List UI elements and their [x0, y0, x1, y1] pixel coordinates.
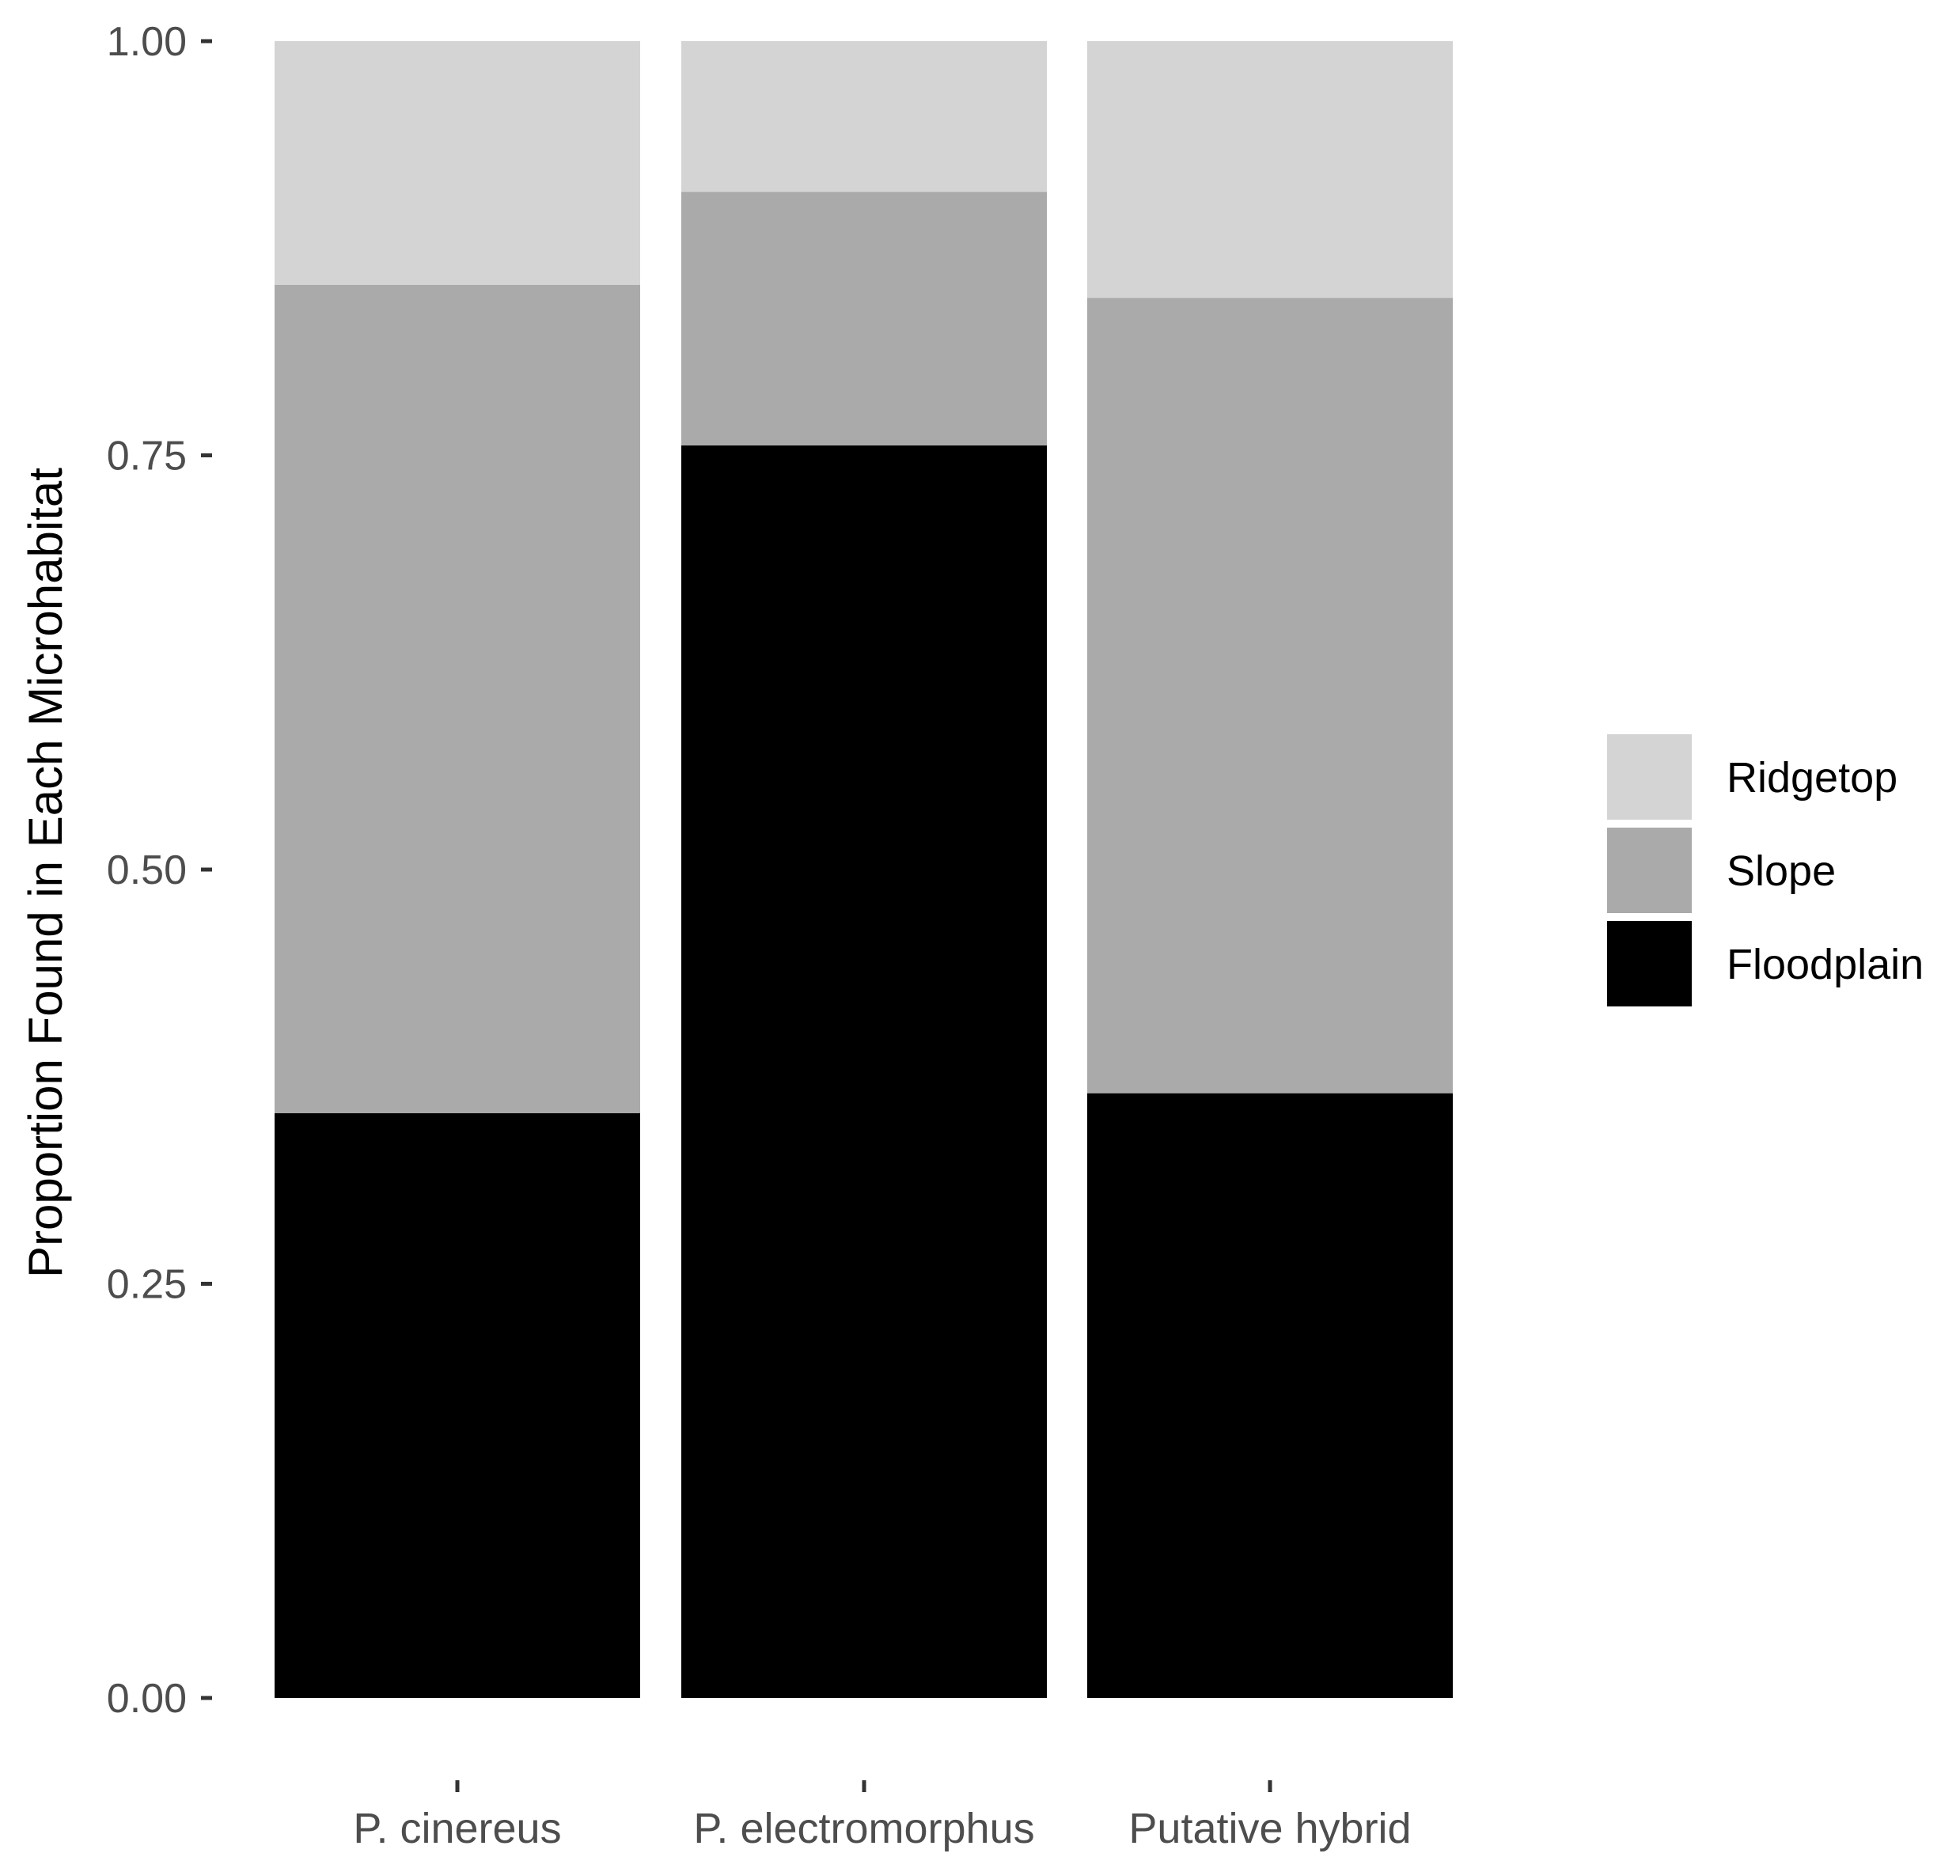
legend-label-floodplain: Floodplain: [1727, 941, 1924, 988]
y-tick-label: 0.75: [107, 434, 187, 479]
bar-segment-floodplain-1: [275, 1112, 640, 1698]
bar-segment-slope-3: [1087, 298, 1453, 1093]
bar-segment-ridgetop-2: [681, 41, 1047, 192]
bars-layer: [275, 41, 1453, 1698]
bar-segment-floodplain-2: [681, 445, 1047, 1698]
x-tick-label: Putative hybrid: [1128, 1805, 1411, 1852]
bar-segment-floodplain-3: [1087, 1093, 1453, 1698]
y-axis-title: Proportion Found in Each Microhabitat: [19, 468, 72, 1278]
bar-segment-slope-2: [681, 191, 1047, 445]
y-tick-label: 0.50: [107, 847, 187, 893]
bar-segment-ridgetop-1: [275, 41, 640, 285]
x-tick-label: P. cinereus: [353, 1805, 561, 1852]
y-tick-label: 1.00: [107, 19, 187, 65]
legend-key-ridgetop: [1607, 734, 1692, 820]
bar-segment-slope-1: [275, 284, 640, 1113]
y-axis: 0.00 0.25 0.50 0.75 1.00: [107, 19, 212, 1722]
x-tick-label: P. electromorphus: [693, 1805, 1034, 1852]
y-tick-label: 0.00: [107, 1676, 187, 1722]
legend: Ridgetop Slope Floodplain: [1607, 734, 1924, 1006]
legend-label-slope: Slope: [1727, 847, 1836, 895]
legend-label-ridgetop: Ridgetop: [1727, 754, 1897, 802]
legend-key-floodplain: [1607, 921, 1692, 1006]
bar-segment-ridgetop-3: [1087, 41, 1453, 298]
legend-key-slope: [1607, 828, 1692, 913]
x-axis: P. cinereus P. electromorphus Putative hyb…: [353, 1780, 1412, 1852]
y-tick-label: 0.25: [107, 1262, 187, 1308]
